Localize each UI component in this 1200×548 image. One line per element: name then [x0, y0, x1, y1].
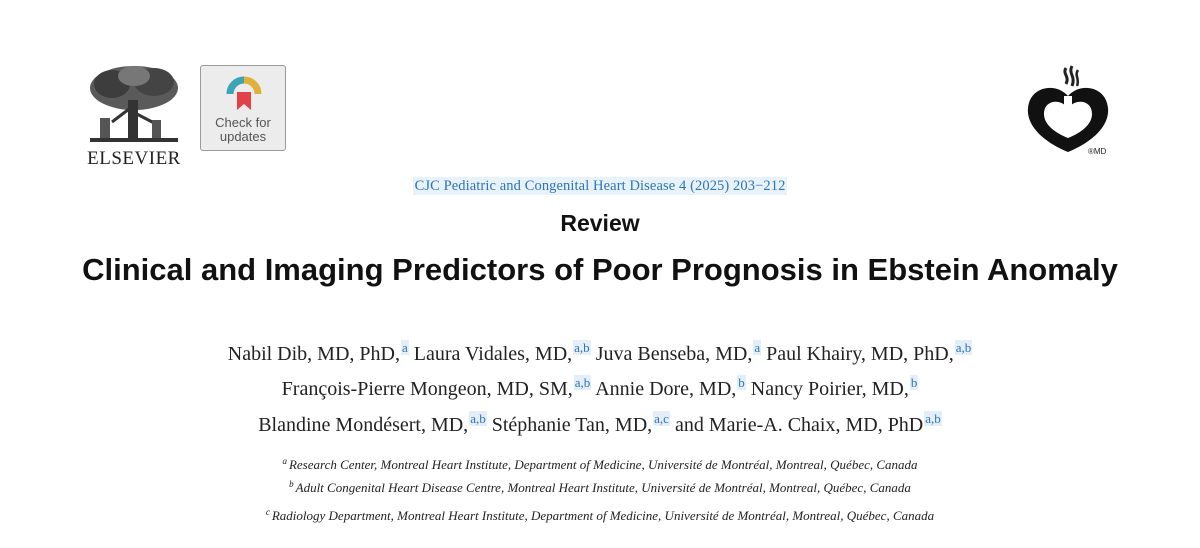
- affiliation-text: Adult Congenital Heart Disease Centre, M…: [295, 480, 911, 495]
- author-line: Blandine Mondésert, MD, a,b Stéphanie Tan…: [0, 411, 1200, 437]
- affiliation-link[interactable]: a,b: [954, 340, 973, 355]
- author-line: François-Pierre Mongeon, MD, SM, a,b Anni…: [0, 375, 1200, 401]
- affiliation-link[interactable]: a,b: [573, 375, 592, 390]
- affiliation-link[interactable]: a: [400, 340, 409, 355]
- article-title: Clinical and Imaging Predictors of Poor …: [82, 252, 1118, 287]
- affiliation-text: Radiology Department, Montreal Heart Ins…: [271, 508, 935, 523]
- author-name: François-Pierre Mongeon, MD, SM,: [281, 378, 573, 400]
- cjc-logo-mark: ®MD: [1088, 147, 1107, 156]
- author-name: Juva Benseba, MD,: [595, 343, 753, 365]
- author-line: Nabil Dib, MD, PhD, a Laura Vidales, MD, a…: [0, 340, 1200, 366]
- journal-citation[interactable]: CJC Pediatric and Congenital Heart Disea…: [412, 177, 788, 195]
- affiliation-link[interactable]: a,b: [924, 411, 942, 426]
- elsevier-wordmark: ELSEVIER: [87, 148, 181, 169]
- cjc-logo: ®MD: [1018, 62, 1118, 158]
- check-updates-label: Check for updates: [215, 115, 271, 144]
- affiliation-link[interactable]: a,b: [573, 340, 591, 355]
- affiliation-link[interactable]: a,c: [653, 411, 670, 426]
- affiliation-link[interactable]: b: [909, 375, 919, 390]
- affiliation-b: b Adult Congenital Heart Disease Centre, …: [0, 479, 1200, 496]
- check-for-updates-button[interactable]: Check for updates: [200, 65, 286, 151]
- author-name: Nabil Dib, MD, PhD,: [227, 343, 400, 365]
- author-name: Annie Dore, MD,: [595, 378, 737, 400]
- elsevier-logo: ELSEVIER: [82, 62, 186, 170]
- crossmark-icon: [226, 76, 262, 110]
- author-name: and Marie-A. Chaix, MD, PhD: [674, 414, 924, 436]
- affiliation-c: c Radiology Department, Montreal Heart In…: [0, 507, 1200, 524]
- cjc-heart-logo-icon: ®MD: [1027, 65, 1109, 156]
- affiliation-a: a Research Center, Montreal Heart Institu…: [0, 456, 1200, 473]
- affiliation-mark: b: [289, 479, 294, 489]
- affiliation-mark: c: [265, 507, 270, 517]
- elsevier-tree-icon: [90, 66, 178, 142]
- affiliation-mark: a: [282, 456, 287, 466]
- affiliation-link[interactable]: b: [737, 375, 746, 390]
- author-name: Laura Vidales, MD,: [413, 343, 573, 365]
- author-name: Stéphanie Tan, MD,: [491, 414, 653, 436]
- author-name: Blandine Mondésert, MD,: [258, 414, 469, 436]
- author-name: Nancy Poirier, MD,: [750, 378, 909, 400]
- affiliation-text: Research Center, Montreal Heart Institut…: [288, 457, 918, 472]
- author-name: Paul Khairy, MD, PhD,: [766, 343, 954, 365]
- article-type: Review: [560, 210, 640, 236]
- affiliation-link[interactable]: a,b: [469, 411, 487, 426]
- affiliation-link[interactable]: a: [753, 340, 762, 355]
